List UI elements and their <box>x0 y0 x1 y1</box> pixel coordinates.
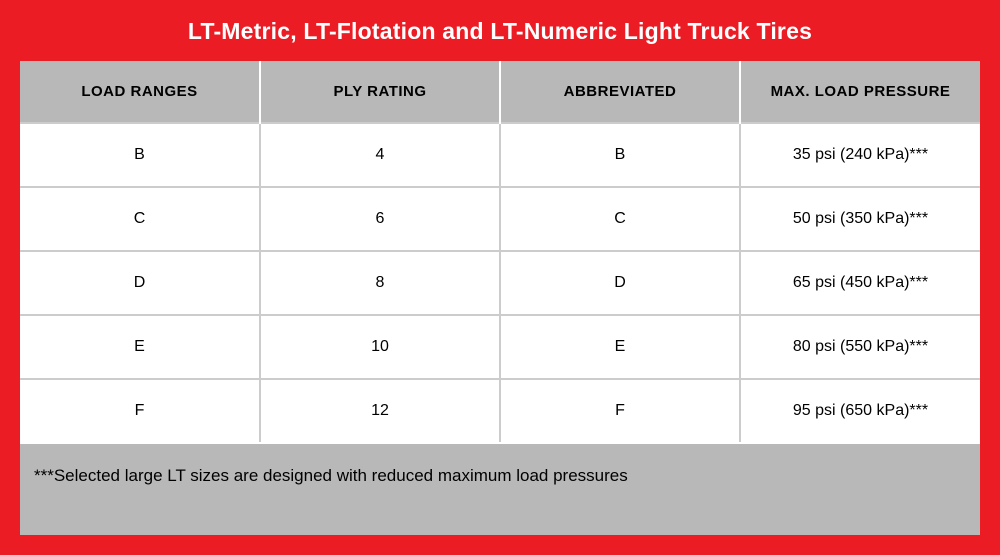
cell-max-pressure: 50 psi (350 kPa)*** <box>740 187 980 251</box>
cell-abbreviated: E <box>500 315 740 379</box>
table-footnote: ***Selected large LT sizes are designed … <box>20 442 980 508</box>
cell-ply-rating: 10 <box>260 315 500 379</box>
cell-abbreviated: D <box>500 251 740 315</box>
col-load-ranges: LOAD RANGES <box>20 61 260 123</box>
cell-ply-rating: 4 <box>260 123 500 187</box>
col-ply-rating: PLY RATING <box>260 61 500 123</box>
table-wrap: LOAD RANGES PLY RATING ABBREVIATED MAX. … <box>20 61 980 535</box>
cell-max-pressure: 35 psi (240 kPa)*** <box>740 123 980 187</box>
table-header-row: LOAD RANGES PLY RATING ABBREVIATED MAX. … <box>20 61 980 123</box>
table-body: B 4 B 35 psi (240 kPa)*** C 6 C 50 psi (… <box>20 123 980 442</box>
cell-abbreviated: F <box>500 379 740 442</box>
cell-ply-rating: 12 <box>260 379 500 442</box>
cell-ply-rating: 8 <box>260 251 500 315</box>
col-abbreviated: ABBREVIATED <box>500 61 740 123</box>
cell-abbreviated: B <box>500 123 740 187</box>
table-row: B 4 B 35 psi (240 kPa)*** <box>20 123 980 187</box>
cell-load-range: B <box>20 123 260 187</box>
table-row: E 10 E 80 psi (550 kPa)*** <box>20 315 980 379</box>
panel-title: LT-Metric, LT-Flotation and LT-Numeric L… <box>20 0 980 61</box>
cell-load-range: D <box>20 251 260 315</box>
cell-abbreviated: C <box>500 187 740 251</box>
tire-table-panel: LT-Metric, LT-Flotation and LT-Numeric L… <box>0 0 1000 555</box>
col-max-load-pressure: MAX. LOAD PRESSURE <box>740 61 980 123</box>
cell-max-pressure: 65 psi (450 kPa)*** <box>740 251 980 315</box>
table-row: F 12 F 95 psi (650 kPa)*** <box>20 379 980 442</box>
cell-max-pressure: 80 psi (550 kPa)*** <box>740 315 980 379</box>
table-row: C 6 C 50 psi (350 kPa)*** <box>20 187 980 251</box>
cell-ply-rating: 6 <box>260 187 500 251</box>
table-row: D 8 D 65 psi (450 kPa)*** <box>20 251 980 315</box>
cell-max-pressure: 95 psi (650 kPa)*** <box>740 379 980 442</box>
cell-load-range: C <box>20 187 260 251</box>
cell-load-range: E <box>20 315 260 379</box>
tire-load-table: LOAD RANGES PLY RATING ABBREVIATED MAX. … <box>20 61 980 442</box>
cell-load-range: F <box>20 379 260 442</box>
